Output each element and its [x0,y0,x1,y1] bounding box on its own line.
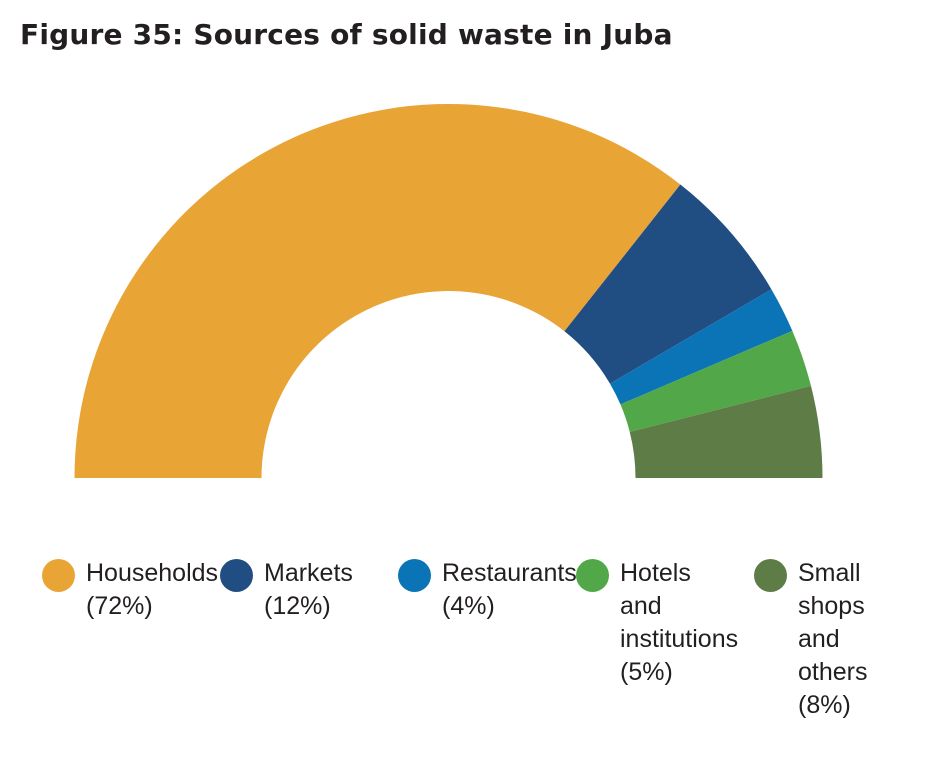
slice-restaurants [609,289,793,405]
legend-text-line: (12%) [264,592,331,620]
legend: Households (72%) Markets (12%) Restauran… [42,557,874,722]
slice-households [74,103,681,478]
legend-text-line: Small [798,559,861,587]
slice-small-shops-and-others [629,385,823,478]
slice-markets [564,184,772,384]
legend-item-hotels: Hotels and institutions (5%) [576,557,754,722]
legend-label-households: Households (72%) [86,557,219,623]
legend-text-line: shops [798,592,865,620]
legend-text-line: others [798,658,868,686]
legend-swatch-markets [220,559,253,592]
legend-text-line: (72%) [86,592,153,620]
legend-label-small-shops: Small shops and others (8%) [798,557,868,722]
legend-text-line: institutions [620,625,739,653]
legend-text-line: (5%) [620,658,673,686]
half-donut-chart [74,103,823,478]
chart-title: Figure 35: Sources of solid waste in Jub… [20,18,673,51]
legend-text-line: Households [86,559,219,587]
legend-text-line: and [620,592,662,620]
legend-swatch-hotels [576,559,609,592]
legend-swatch-households [42,559,75,592]
legend-swatch-restaurants [398,559,431,592]
legend-label-markets: Markets (12%) [264,557,354,623]
legend-text-line: (8%) [798,691,851,719]
legend-text-line: Restaurants [442,559,577,587]
slice-hotels-and-institutions [620,330,811,432]
legend-item-small-shops: Small shops and others (8%) [754,557,874,722]
legend-item-restaurants: Restaurants (4%) [398,557,577,722]
legend-item-markets: Markets (12%) [220,557,398,722]
legend-swatch-small-shops [754,559,787,592]
legend-label-hotels: Hotels and institutions (5%) [620,557,740,689]
legend-text-line: (4%) [442,592,495,620]
legend-text-line: Hotels [620,559,691,587]
legend-label-restaurants: Restaurants (4%) [442,557,577,623]
legend-text-line: and [798,625,840,653]
legend-item-households: Households (72%) [42,557,220,722]
legend-text-line: Markets [264,559,353,587]
